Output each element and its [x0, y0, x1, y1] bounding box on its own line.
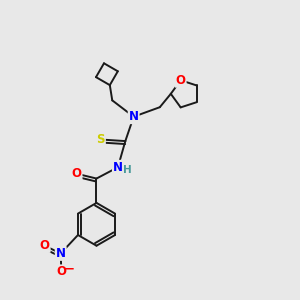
Text: S: S — [96, 133, 105, 146]
Text: N: N — [56, 247, 66, 260]
Text: O: O — [40, 239, 50, 252]
Text: O: O — [176, 74, 186, 87]
Text: O: O — [72, 167, 82, 180]
Text: N: N — [129, 110, 139, 123]
Text: N: N — [113, 161, 123, 174]
Text: H: H — [123, 165, 132, 175]
Text: O: O — [56, 266, 66, 278]
Text: −: − — [64, 263, 75, 276]
